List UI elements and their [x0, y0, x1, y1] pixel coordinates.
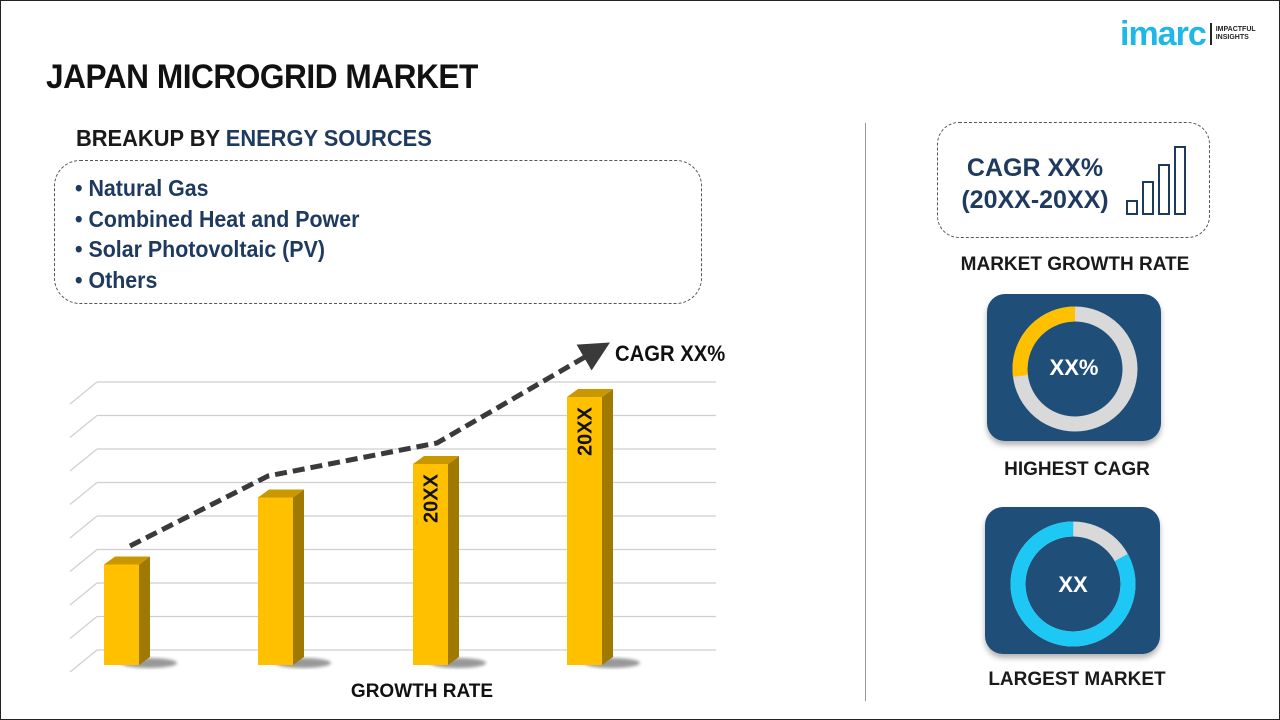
x-axis-label: GROWTH RATE: [350, 681, 494, 702]
gridline-perspective: [69, 616, 98, 639]
gridline-perspective: [69, 549, 98, 572]
segment-item: Combined Heat and Power: [75, 204, 657, 235]
growth-text: CAGR XX% (20XX-20XX): [961, 154, 1109, 214]
logo-separator: [1209, 23, 1212, 45]
logo-brand: imarc: [1120, 14, 1207, 53]
highest-cagr-donut: [1012, 306, 1138, 432]
gridline-perspective: [69, 415, 98, 438]
largest-market-donut: [1010, 521, 1136, 647]
segment-item: Natural Gas: [75, 173, 657, 204]
bar: [413, 464, 448, 665]
bar-top: [413, 456, 459, 464]
bar: [104, 564, 139, 665]
gridline-perspective: [69, 448, 98, 472]
logo-tagline: IMPACTFUL INSIGHTS: [1215, 26, 1256, 41]
bar-label: 20XX: [421, 473, 443, 523]
largest-market-card: XX: [985, 507, 1160, 654]
highest-cagr-value: XX%: [1049, 355, 1099, 380]
trend-label: CAGR XX%: [615, 341, 726, 366]
growth-box: [937, 122, 1210, 238]
bar-label: 20XX: [575, 406, 597, 456]
highest-cagr-card: XX%: [987, 294, 1161, 441]
bar-graphic: 20XX 20XX: [69, 342, 716, 673]
page-title: JAPAN MICROGRID MARKET: [46, 58, 478, 96]
breakup-heading: BREAKUP BY ENERGY SOURCES: [76, 125, 432, 151]
largest-market-value: XX: [1058, 572, 1088, 597]
segment-list-box: Natural Gas Combined Heat and Power Sola…: [54, 160, 702, 304]
bar-top: [258, 489, 304, 498]
imarc-logo: imarc IMPACTFUL INSIGHTS: [1120, 14, 1256, 54]
gridline-perspective: [69, 482, 98, 505]
segment-item: Others: [75, 265, 657, 296]
gridline-perspective: [69, 582, 98, 606]
donut-fill: [1010, 521, 1136, 647]
bar-side: [602, 389, 613, 665]
donut-fill: [1012, 306, 1138, 432]
trend-arrow: [128, 342, 610, 549]
bar: [258, 497, 293, 665]
bar-side: [293, 489, 304, 665]
bar-side: [448, 456, 459, 665]
segment-item: Solar Photovoltaic (PV): [75, 234, 657, 265]
largest-market-label: LARGEST MARKET: [988, 669, 1166, 690]
divider: [865, 123, 866, 701]
highest-cagr-label: HIGHEST CAGR: [1004, 459, 1150, 480]
bar: [567, 397, 602, 665]
gridline-perspective: [69, 381, 98, 405]
gridline-perspective: [69, 649, 98, 673]
gridline-perspective: [69, 515, 98, 539]
bar-top: [567, 389, 613, 397]
bar-chart-icon: [1126, 146, 1186, 215]
bar-side: [139, 556, 150, 665]
bar-top: [104, 556, 150, 565]
growth-label: MARKET GROWTH RATE: [960, 254, 1190, 275]
